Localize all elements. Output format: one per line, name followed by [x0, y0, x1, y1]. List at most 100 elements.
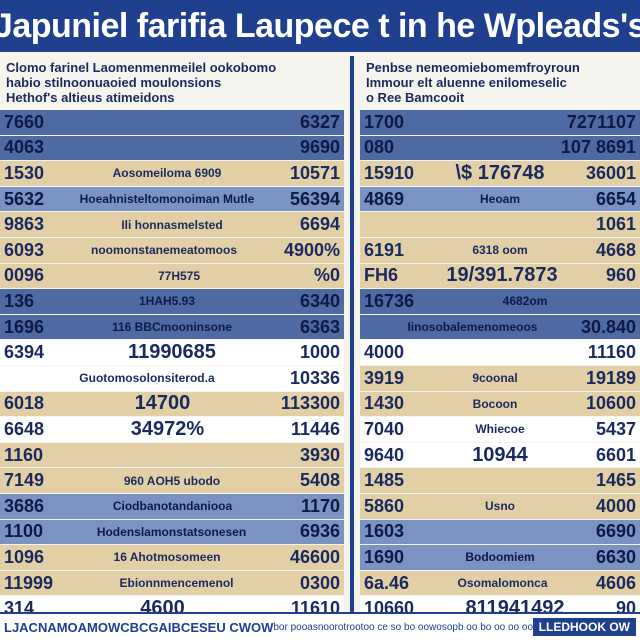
table-row: 9863 Ili honnasmelsted 6694	[0, 212, 344, 237]
table-row: 5860 Usno 4000	[360, 494, 640, 519]
table-cell-c3: 10336	[289, 367, 340, 388]
table-row: 5632 Hoeahnisteltomonoiman Mutle 56394	[0, 186, 344, 212]
table-row: 7040 Whiecoe 5437	[360, 417, 640, 442]
table-cell-c3: 6327	[299, 111, 340, 132]
table-row: 3919 9coonal 19189	[360, 366, 640, 391]
table-cell-c1: 4869	[364, 188, 405, 209]
footer-mid-text: bor pooasnoorotrootoo ce so bo oowosopb …	[273, 621, 533, 633]
footer-badge: LLEDHOOK OW	[532, 618, 636, 636]
table-cell-c3: 960	[605, 265, 636, 286]
table-cell-c3: 1170	[300, 495, 340, 516]
table-cell-c1: 3686	[4, 495, 45, 516]
table-cell-c1: 0096	[4, 265, 45, 286]
footer-left-text: LJACNAMOAMOWCBCGAIBCESEU CWOW	[4, 619, 274, 635]
table-cell-c3: 5408	[299, 470, 340, 491]
table-row: Iinosobalemenomeoos 30.840	[360, 314, 640, 340]
right-header-line-3: o Ree Bamcooit	[366, 90, 465, 105]
table-cell-c3: 6340	[299, 290, 340, 311]
table-cell-c3: 10571	[289, 162, 340, 183]
table-cell-c3: 11160	[587, 342, 636, 363]
table-cell-c1: 1160	[4, 444, 44, 465]
table-cell-c3: 5437	[595, 418, 636, 439]
table-row: 6093 noomonstanemeatomoos 4900%	[0, 238, 344, 263]
table-cell-c2: Iinosobalemenomeoos	[407, 320, 538, 335]
table-cell-c1: 1530	[4, 162, 45, 183]
table-cell-c3: 1000	[299, 342, 340, 363]
table-cell-c1: 9640	[364, 444, 405, 465]
table-cell-c1: 1603	[364, 521, 405, 542]
table-row: 9640 10944 6601	[360, 442, 640, 468]
table-cell-c1: 16736	[364, 290, 415, 311]
table-cell-c2: Ciodbanotandaniooa	[112, 499, 233, 514]
table-cell-c1: 15910	[364, 162, 415, 183]
table-cell-c3: 56394	[289, 188, 340, 209]
table-cell-c1: 1696	[4, 316, 45, 337]
table-cell-c1: 6394	[4, 342, 45, 363]
table-cell-c1: 136	[4, 290, 35, 311]
table-row: 1100 Hodenslamonstatsonesen 6936	[0, 519, 344, 545]
table-cell-c1: 1100	[4, 521, 44, 542]
table-cell-c1: 1430	[364, 393, 405, 414]
table-row: 0096 77H575 %0	[0, 263, 344, 289]
table-row: 1061	[360, 212, 640, 237]
table-cell-c2: Osomalomonca	[457, 576, 548, 591]
table-cell-c3: 0300	[299, 572, 340, 593]
table-cell-c3: 6694	[299, 214, 340, 235]
table-row: 6191 6318 oom 4668	[360, 238, 640, 263]
footer-bar: LJACNAMOAMOWCBCGAIBCESEU CWOW bor pooasn…	[0, 612, 640, 640]
table-cell-c2: 19/391.7873	[446, 264, 558, 287]
right-header-line-1: Penbse nemeomiebomemfroyroun	[366, 60, 580, 75]
table-row: 1603 6690	[360, 519, 640, 545]
table-cell-c1: 1700	[364, 111, 405, 132]
table-cell-c2: Hoeahnisteltomonoiman Mutle	[79, 192, 255, 207]
table-cell-c3: 10600	[585, 393, 636, 414]
table-cell-c1: 1485	[364, 470, 405, 491]
table-cell-c2: Guotomosolonsiterod.a	[79, 371, 215, 386]
table-cell-c3: 9690	[299, 137, 340, 158]
table-cell-c2: 116 BBCmooninsone	[111, 320, 233, 335]
table-row: 1430 Bocoon 10600	[360, 391, 640, 417]
table-row: 4000 11160	[360, 340, 640, 365]
table-cell-c1: 7040	[364, 418, 405, 439]
table-cell-c3: 7271107	[566, 111, 636, 132]
table-cell-c3: 11446	[290, 418, 340, 439]
table-row: 1096 16 Ahotmosomeen 46600	[0, 545, 344, 570]
left-header-line-2: habio stilnoonuaoied moulonsions	[6, 75, 222, 90]
left-header-line-1: Clomo farinel Laomenmenmeilel ookobomo	[6, 60, 277, 75]
table-cell-c1: 5632	[4, 188, 45, 209]
table-cell-c3: 113300	[280, 393, 340, 414]
table-cell-c1: 4000	[364, 342, 405, 363]
table-cell-c3: 6363	[299, 316, 340, 337]
table-cell-c1: 7660	[4, 111, 45, 132]
table-cell-c2: Bocoon	[472, 396, 518, 411]
table-cell-c1: 6a.46	[364, 572, 410, 593]
table-row: 7660 6327	[0, 110, 344, 135]
table-cell-c1: 1690	[364, 546, 405, 567]
table-row: 1700 7271107	[360, 110, 640, 135]
table-row: 136 1HAH5.93 6340	[0, 289, 344, 314]
table-cell-c1: 6191	[364, 239, 405, 260]
table-cell-c2: Heoam	[479, 192, 520, 207]
table-row: 16736 4682om	[360, 289, 640, 314]
table-row: 080 107 8691	[360, 135, 640, 161]
table-cell-c3: 6690	[595, 521, 636, 542]
table-row: 1160 3930	[0, 442, 344, 468]
table-cell-c3: 30.840	[580, 316, 636, 337]
table-row: FH6 19/391.7873 960	[360, 263, 640, 289]
table-row: 6394 11990685 1000	[0, 340, 344, 365]
table-cell-c2: 34972%	[130, 417, 205, 440]
table-cell-c1: 7149	[4, 470, 45, 491]
table-row: 4063 9690	[0, 135, 344, 161]
table-cell-c2: Ebionnmencemenol	[119, 576, 234, 591]
banner-title: Japuniel farifia Laupece t in he Wpleads…	[0, 0, 640, 52]
table-cell-c1: 6093	[4, 239, 45, 260]
table-cell-c3: 6654	[595, 188, 636, 209]
table-row: 1690 Bodoomiem 6630	[360, 545, 640, 570]
table-cell-c2: noomonstanemeatomoos	[90, 243, 237, 258]
table-cell-c3: 6936	[299, 521, 340, 542]
table-row: 1530 Aosomeiloma 6909 10571	[0, 161, 344, 186]
table-cell-c3: 19189	[585, 367, 636, 388]
table-cell-c2: Aosomeiloma 6909	[112, 166, 222, 181]
table-cell-c2: 77H575	[157, 268, 201, 283]
table-cell-c2: Ili honnasmelsted	[121, 217, 223, 232]
